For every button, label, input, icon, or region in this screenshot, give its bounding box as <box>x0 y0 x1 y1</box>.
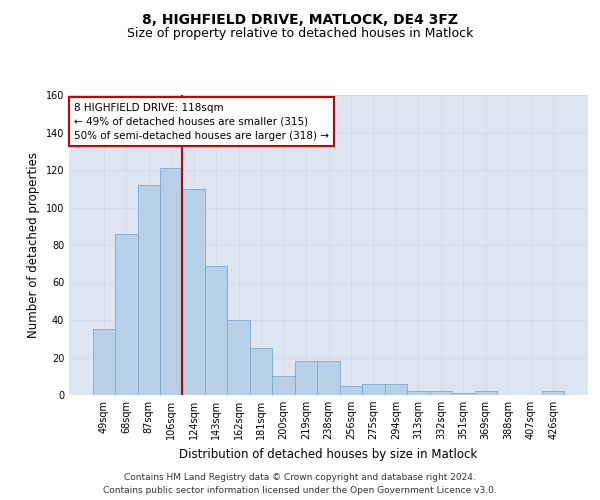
Text: Contains HM Land Registry data © Crown copyright and database right 2024.
Contai: Contains HM Land Registry data © Crown c… <box>103 473 497 495</box>
Y-axis label: Number of detached properties: Number of detached properties <box>27 152 40 338</box>
Bar <box>160 168 182 395</box>
Bar <box>205 266 227 395</box>
Bar <box>340 386 362 395</box>
Bar <box>295 361 317 395</box>
Bar <box>250 348 272 395</box>
Bar <box>272 376 295 395</box>
Bar <box>227 320 250 395</box>
Bar <box>362 384 385 395</box>
Bar <box>407 391 430 395</box>
Bar <box>115 234 137 395</box>
Bar <box>317 361 340 395</box>
Bar <box>430 391 452 395</box>
Bar <box>385 384 407 395</box>
Text: Size of property relative to detached houses in Matlock: Size of property relative to detached ho… <box>127 28 473 40</box>
Text: 8, HIGHFIELD DRIVE, MATLOCK, DE4 3FZ: 8, HIGHFIELD DRIVE, MATLOCK, DE4 3FZ <box>142 12 458 26</box>
Bar <box>542 391 565 395</box>
Bar <box>182 188 205 395</box>
Bar <box>475 391 497 395</box>
Bar <box>137 185 160 395</box>
X-axis label: Distribution of detached houses by size in Matlock: Distribution of detached houses by size … <box>179 448 478 460</box>
Bar <box>452 393 475 395</box>
Bar <box>92 330 115 395</box>
Text: 8 HIGHFIELD DRIVE: 118sqm
← 49% of detached houses are smaller (315)
50% of semi: 8 HIGHFIELD DRIVE: 118sqm ← 49% of detac… <box>74 102 329 141</box>
